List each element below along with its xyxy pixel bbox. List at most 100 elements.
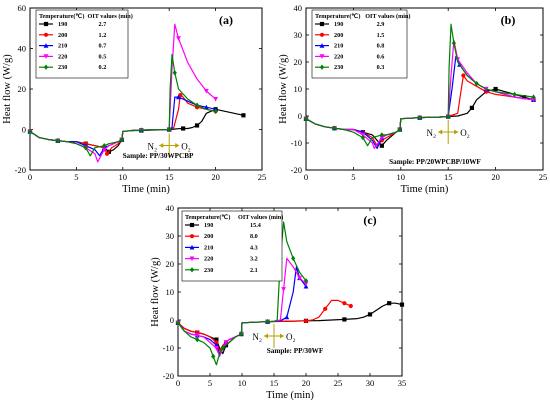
arrow-left-icon — [438, 129, 443, 135]
y-tick-label: 10 — [294, 84, 303, 94]
x-tick-label: 0 — [304, 172, 308, 182]
x-tick-label: 20 — [302, 378, 311, 388]
x-tick-label: 5 — [74, 172, 78, 182]
legend-marker-210 — [189, 244, 195, 250]
data-point-220 — [214, 345, 219, 351]
x-tick-label: 10 — [119, 172, 128, 182]
legend-marker-230 — [43, 64, 49, 70]
legend-header-temperature: Temperature(℃) — [185, 214, 230, 221]
legend-label-220: 220 — [58, 53, 67, 60]
data-point-230 — [332, 125, 337, 131]
data-point-230 — [303, 278, 309, 284]
gas-before-label: N₂ — [427, 128, 437, 138]
legend-label-190: 190 — [204, 222, 213, 229]
x-tick-label: 25 — [539, 172, 548, 182]
data-point-230 — [55, 137, 60, 144]
legend-oit-210: 4.3 — [250, 244, 258, 251]
x-axis-label: Time (min) — [401, 184, 449, 195]
x-axis-label: Time (min) — [266, 390, 314, 401]
data-point-210 — [176, 94, 181, 100]
legend-label-220: 220 — [204, 256, 213, 263]
data-point-200 — [342, 301, 347, 306]
legend-marker-230 — [189, 267, 195, 273]
x-tick-label: 5 — [208, 378, 212, 388]
legend-marker-190 — [189, 222, 195, 228]
x-tick-label: 25 — [334, 378, 343, 388]
legend-box — [35, 9, 129, 79]
data-point-200 — [461, 73, 466, 78]
arrow-right-icon — [175, 143, 180, 148]
x-tick-label: 5 — [351, 172, 355, 182]
series-line-230 — [177, 221, 307, 366]
x-tick-label: 10 — [397, 172, 406, 182]
y-tick-label: -20 — [163, 371, 174, 381]
data-point-190 — [521, 95, 527, 100]
data-point-230 — [417, 114, 422, 121]
chart-panel-c: 0 5 10 15 20 25 30 35 -20 -10 0 10 20 30 40 Time (min) H… — [150, 203, 406, 401]
legend: Temperature(℃) OIT values (min) 190 2.7 200 1… — [35, 9, 133, 79]
data-point-230 — [139, 127, 144, 133]
x-tick-label: 25 — [258, 172, 267, 182]
x-tick-label: 0 — [176, 378, 180, 388]
legend-marker-210 — [43, 43, 49, 48]
data-point-230 — [220, 345, 225, 351]
legend-box — [181, 210, 283, 282]
data-point-220 — [303, 281, 309, 287]
data-point-190 — [493, 86, 498, 92]
data-point-200 — [104, 151, 110, 156]
legend-label-200: 200 — [204, 233, 213, 240]
data-point-220 — [379, 135, 385, 141]
legend-label-230: 230 — [334, 64, 343, 71]
y-tick-label: 20 — [18, 84, 27, 94]
legend: Temperature(℃) OIT values (min) 190 2.9 200 1… — [311, 9, 410, 79]
legend-label-230: 230 — [58, 64, 67, 71]
legend-marker-220 — [189, 256, 195, 262]
data-point-190 — [214, 337, 219, 342]
data-point-230 — [265, 318, 270, 325]
data-point-210 — [284, 314, 290, 320]
legend-oit-190: 2.7 — [99, 21, 107, 28]
legend-oit-220: 3.2 — [250, 256, 258, 263]
data-point-230 — [360, 134, 365, 141]
data-point-200 — [178, 92, 183, 98]
legend-label-210: 210 — [334, 43, 343, 50]
legend-marker-200 — [189, 234, 195, 239]
legend-oit-230: 2.1 — [250, 267, 258, 274]
y-tick-label: -20 — [291, 165, 302, 175]
legend: Temperature(℃) OIT values (min) 190 15.4 200… — [181, 210, 283, 282]
legend-oit-200: 1.5 — [377, 32, 385, 39]
y-tick-label: 20 — [294, 57, 303, 67]
series-line-230 — [29, 53, 216, 157]
y-tick-label: -10 — [291, 138, 302, 148]
data-point-230 — [446, 113, 451, 120]
series-line-200 — [305, 74, 534, 147]
legend-marker-220 — [43, 54, 49, 59]
y-tick-label: 20 — [166, 259, 175, 269]
x-tick-label: 20 — [211, 172, 220, 182]
gas-after-label: O₂ — [460, 128, 470, 138]
legend-oit-200: 1.2 — [99, 32, 107, 39]
legend-marker-220 — [319, 54, 325, 59]
sample-label: Sample: PP/30WPCBP — [123, 152, 194, 160]
legend-marker-190 — [319, 21, 325, 27]
y-axis-label: Heat flow (W/g) — [278, 54, 289, 124]
legend-label-220: 220 — [334, 53, 343, 60]
data-point-230 — [194, 102, 200, 108]
data-point-200 — [303, 318, 309, 323]
legend-marker-230 — [319, 64, 325, 70]
data-point-230 — [102, 143, 107, 149]
data-point-230 — [119, 136, 124, 143]
y-tick-label: 60 — [18, 3, 27, 13]
series-line-230 — [305, 23, 534, 147]
y-tick-label: 40 — [166, 203, 175, 213]
data-point-220 — [223, 340, 229, 345]
data-point-230 — [83, 145, 88, 151]
legend-oit-220: 0.6 — [377, 53, 385, 60]
x-tick-label: 15 — [165, 172, 174, 182]
data-point-220 — [213, 97, 218, 102]
arrow-left-icon — [159, 143, 164, 148]
data-point-190 — [342, 317, 347, 322]
legend-oit-190: 15.4 — [250, 222, 261, 229]
legend-oit-220: 0.5 — [99, 53, 107, 60]
